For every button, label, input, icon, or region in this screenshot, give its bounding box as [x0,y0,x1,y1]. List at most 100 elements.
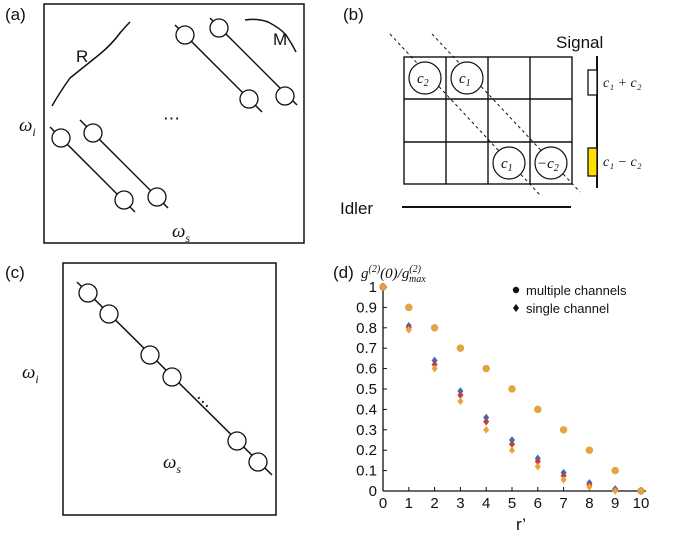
panel-b-cell-c2 [408,61,442,95]
panel-b-cell-c1b [492,146,526,180]
chart-axes: 0 1 2 3 4 5 6 7 8 9 1000.10.20.30.40.50.60.70.80.9… [356,279,649,512]
panel-a-mode-circle [209,18,229,38]
chart-y-tick-label: 0.8 [356,320,377,337]
panel-c-label: (c) [5,263,25,282]
chart-point-diamond [431,356,438,365]
chart-point-circle [405,303,413,311]
chart-x-tick-label: 3 [456,495,464,512]
panel-a-frame [43,3,305,244]
panel-a-brace-m-label: M [273,30,287,49]
panel-b-grid [403,56,573,185]
chart-point-diamond [586,483,593,491]
panel-b-cell-c1 [450,61,484,95]
panel-c-omega-i: ωi [22,362,39,386]
panel-b-cell-neg-c2 [534,146,568,180]
chart-point-diamond [457,387,464,395]
chart-point-diamond [405,326,412,334]
panel-c-frame [62,262,277,516]
panel-a-omega-i: ωi [19,115,36,139]
chart-point-circle [611,467,619,475]
panel-a-mode-circle [239,89,259,109]
panel-b-idler-label: Idler [340,199,373,218]
panel-b-sum-label: c₁ + c₂ [603,76,642,91]
chart-point-circle [560,426,568,434]
chart-y-tick-label: 0.7 [356,340,377,357]
chart-point-diamond [637,487,645,495]
chart-point-circle [534,405,542,413]
panel-a-mode-circle [147,187,167,207]
panel-d: (d) g(2)(0)/g(2) max 0 1 2 3 4 5 6 7 8 9 1000.10.20… [333,263,649,534]
panel-a-label: (a) [5,5,26,24]
panel-a-omega-s: ωs [172,221,190,245]
chart-legend: multiple channels single channel [512,283,627,316]
chart-point-diamond [457,397,464,406]
panel-a-mode-circle [51,128,71,148]
panel-b: (b) c2 c1 c1 −c2 Signal c₁ + c₂ c [340,5,642,218]
chart-y-tick-label: 0.3 [356,422,377,439]
panel-a-mode-circle [114,190,134,210]
chart-point-diamond [483,417,490,426]
panel-c-mode-circle [99,304,119,324]
chart-point-diamond [431,360,438,369]
chart-y-tick-label: 0.6 [356,361,377,378]
panel-d-label: (d) [333,263,354,282]
legend-label: multiple channels [526,283,627,298]
chart-point-circle [456,344,464,352]
panel-a-brace-m [244,18,297,53]
chart-x-tick-label: 9 [611,495,619,512]
panel-b-diff-label: c₁ − c₂ [603,155,642,170]
panel-a-ellipsis: ⋯ [163,109,180,128]
panel-c-omega-s: ωs [163,452,181,476]
chart-point-circle [482,365,490,373]
legend-marker-diamond [513,304,519,312]
chart-point-diamond [508,440,516,448]
chart-point-circle [431,324,439,332]
chart-x-tick-label: 5 [508,495,516,512]
panel-b-cell-c2-label: c2 [417,71,429,89]
chart-marks [379,283,645,495]
panel-b-cell-c1b-label: c1 [501,156,513,174]
chart-point-circle [508,385,516,393]
chart-x-tick-label: 2 [430,495,438,512]
panel-c-mode-circle [162,367,182,387]
chart-y-tick-label: 0.5 [356,381,377,398]
chart-y-tick-label: 0.9 [356,299,377,316]
panel-b-label: (b) [343,5,364,24]
panel-b-cell-c1-label: c1 [459,71,471,89]
panel-a-mode-circle [83,123,103,143]
legend-label: single channel [526,301,609,316]
chart-point-diamond [379,283,387,291]
panel-a-brace-r [51,21,131,107]
chart-x-tick-label: 8 [585,495,593,512]
chart-x-tick-label: 10 [633,495,650,512]
panel-c: (c) ⋯ ωi ωs [5,262,277,516]
panel-b-sum-box [587,69,598,96]
chart-point-diamond [508,446,516,454]
panel-a-mode-circle [175,25,195,45]
panel-c-mode-circle [78,283,98,303]
panel-b-signal-label: Signal [556,33,603,52]
chart-point-diamond [560,471,567,480]
chart-x-tick-label: 4 [482,495,490,512]
panel-c-mode-circle [227,431,247,451]
panel-b-cell-neg-c2-label: −c2 [537,156,559,174]
chart-y-tick-label: 0 [369,483,377,500]
legend-marker-circle [512,286,520,294]
panel-c-ellipsis: ⋯ [190,389,215,414]
chart-point-diamond [457,391,464,399]
chart-point-diamond [612,487,619,495]
chart-y-tick-label: 0.4 [356,401,377,418]
panel-a-brace-r-label: R [76,47,88,66]
panel-a: (a) R M ⋯ ωi ωs [5,3,305,245]
chart-x-tick-label: 7 [559,495,567,512]
chart-x-tick-label: 6 [534,495,542,512]
chart-point-diamond [560,475,567,484]
chart-y-tick-label: 1 [369,279,377,296]
chart-x-tick-label: 0 [379,495,387,512]
chart-y-tick-label: 0.2 [356,442,377,459]
panel-c-mode-circle [248,452,268,472]
chart-point-circle [585,446,594,454]
chart-x-axis-label: r’ [516,515,526,534]
chart-point-diamond [431,364,438,373]
